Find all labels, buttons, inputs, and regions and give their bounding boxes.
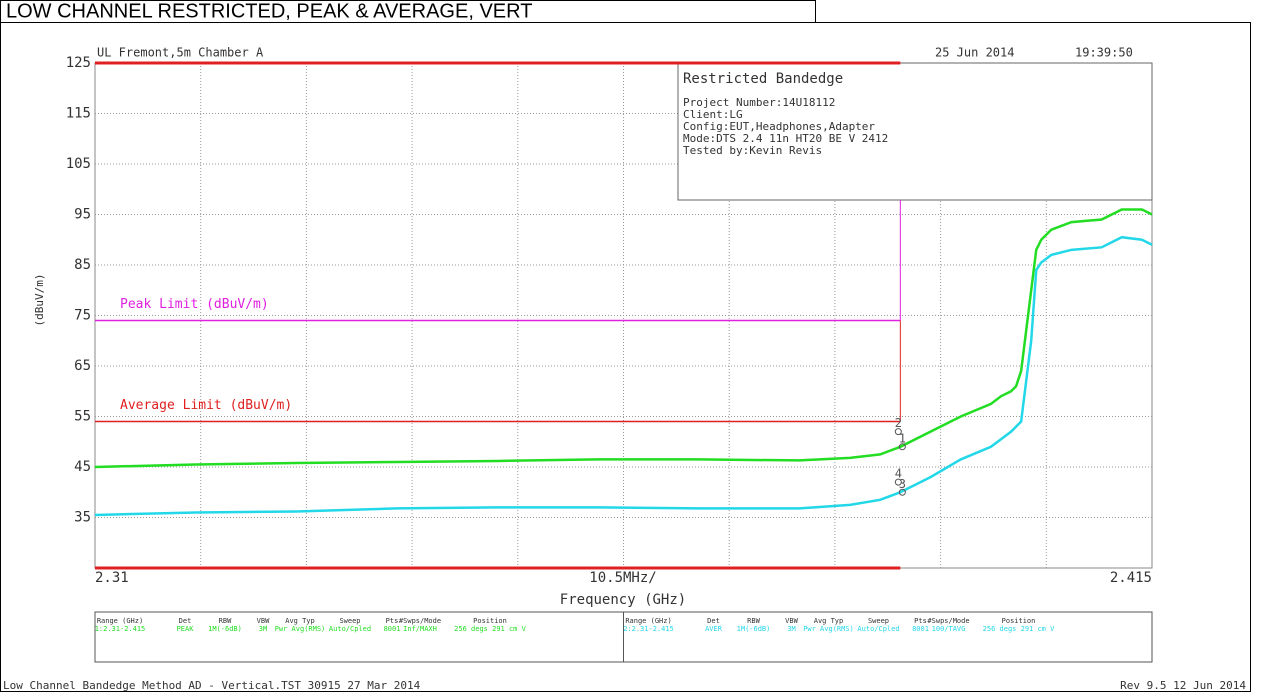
table-cell: Auto/Cpled	[857, 625, 899, 633]
table-cell: AVER	[705, 625, 723, 633]
x-tick-label: 2.415	[1110, 570, 1152, 586]
limit-label: Peak Limit (dBuV/m)	[120, 297, 269, 312]
table-cell: Pwr Avg(RMS)	[275, 625, 326, 633]
x-tick-label: 2.31	[95, 570, 129, 586]
y-tick-label: 65	[74, 358, 91, 374]
table-header: RBW	[747, 617, 760, 625]
y-tick-label: 125	[66, 55, 91, 71]
table-cell: PEAK	[177, 625, 195, 633]
table-cell: 256 degs 291 cm V	[983, 625, 1055, 633]
y-tick-label: 75	[74, 308, 91, 324]
table-cell: 1M(-6dB)	[737, 625, 771, 633]
table-cell: 1M(-6dB)	[208, 625, 242, 633]
header-time: 19:39:50	[1075, 46, 1133, 60]
y-tick-label: 35	[74, 510, 91, 526]
trace	[94, 235, 1153, 517]
table-cell: Inf/MAXH	[403, 625, 437, 633]
marker-label: 1	[899, 431, 906, 445]
marker-label: 4	[895, 467, 902, 481]
footer-left: Low Channel Bandedge Method AD - Vertica…	[3, 679, 421, 692]
marker	[898, 488, 906, 496]
info-title: Restricted Bandedge	[683, 71, 843, 87]
table-header: #Swps/Mode	[399, 617, 441, 625]
marker-label: 3	[899, 477, 906, 491]
table-header: Avg Typ	[285, 617, 315, 625]
x-axis-label: Frequency (GHz)	[560, 592, 686, 608]
y-axis-label: (dBuV/m)	[33, 274, 46, 327]
y-tick-label: 45	[74, 459, 91, 475]
table-cell: 2:2.31-2.415	[623, 625, 674, 633]
y-tick-label: 85	[74, 257, 91, 273]
info-line: Config:EUT,Headphones,Adapter	[683, 120, 875, 133]
table-cell: 3M	[787, 625, 795, 633]
table-header: VBW	[785, 617, 798, 625]
x-span-label: 10.5MHz/	[589, 570, 656, 586]
y-tick-label: 95	[74, 207, 91, 223]
header-left: UL Fremont,5m Chamber A	[97, 46, 264, 60]
table-header: Sweep	[339, 617, 360, 625]
marker-label: 2	[895, 416, 902, 430]
table-header: Range (GHz)	[97, 617, 143, 625]
marker	[894, 428, 902, 436]
marker	[898, 443, 906, 451]
info-box	[677, 62, 1153, 201]
footer-right: Rev 9.5 12 Jun 2014	[1120, 679, 1246, 692]
table-cell: 1:2.31-2.415	[95, 625, 146, 633]
table-header: VBW	[257, 617, 270, 625]
table-cell: 8001	[912, 625, 929, 633]
table-cell: Pwr Avg(RMS)	[803, 625, 854, 633]
table-header: Sweep	[868, 617, 889, 625]
info-line: Tested by:Kevin Revis	[683, 144, 822, 157]
y-tick-label: 105	[66, 156, 91, 172]
info-line: Mode:DTS 2.4 11n HT20 BE V 2412	[683, 132, 888, 145]
table-header: Pts	[386, 617, 399, 625]
table-cell: 8001	[384, 625, 401, 633]
limit-label: Average Limit (dBuV/m)	[120, 398, 292, 413]
table-header: Range (GHz)	[625, 617, 671, 625]
table-header: Position	[1002, 617, 1036, 625]
table-header: Avg Typ	[814, 617, 844, 625]
table-header: Pts	[914, 617, 927, 625]
table-cell: 100/TAVG	[932, 625, 966, 633]
info-line: Client:LG	[683, 108, 743, 121]
table-header: #Swps/Mode	[927, 617, 969, 625]
chart-title: LOW CHANNEL RESTRICTED, PEAK & AVERAGE, …	[6, 0, 532, 22]
y-tick-label: 115	[66, 106, 91, 122]
table-cell: 3M	[259, 625, 267, 633]
marker	[894, 478, 902, 486]
header-date: 25 Jun 2014	[935, 46, 1014, 60]
table-cell: 256 degs 291 cm V	[454, 625, 526, 633]
trace	[94, 208, 1153, 469]
table-cell: Auto/Cpled	[329, 625, 371, 633]
table-header: RBW	[219, 617, 232, 625]
table-header: Det	[707, 617, 720, 625]
table-header: Det	[179, 617, 192, 625]
table-header: Position	[473, 617, 507, 625]
y-tick-label: 55	[74, 409, 91, 425]
info-line: Project Number:14U18112	[683, 96, 835, 109]
